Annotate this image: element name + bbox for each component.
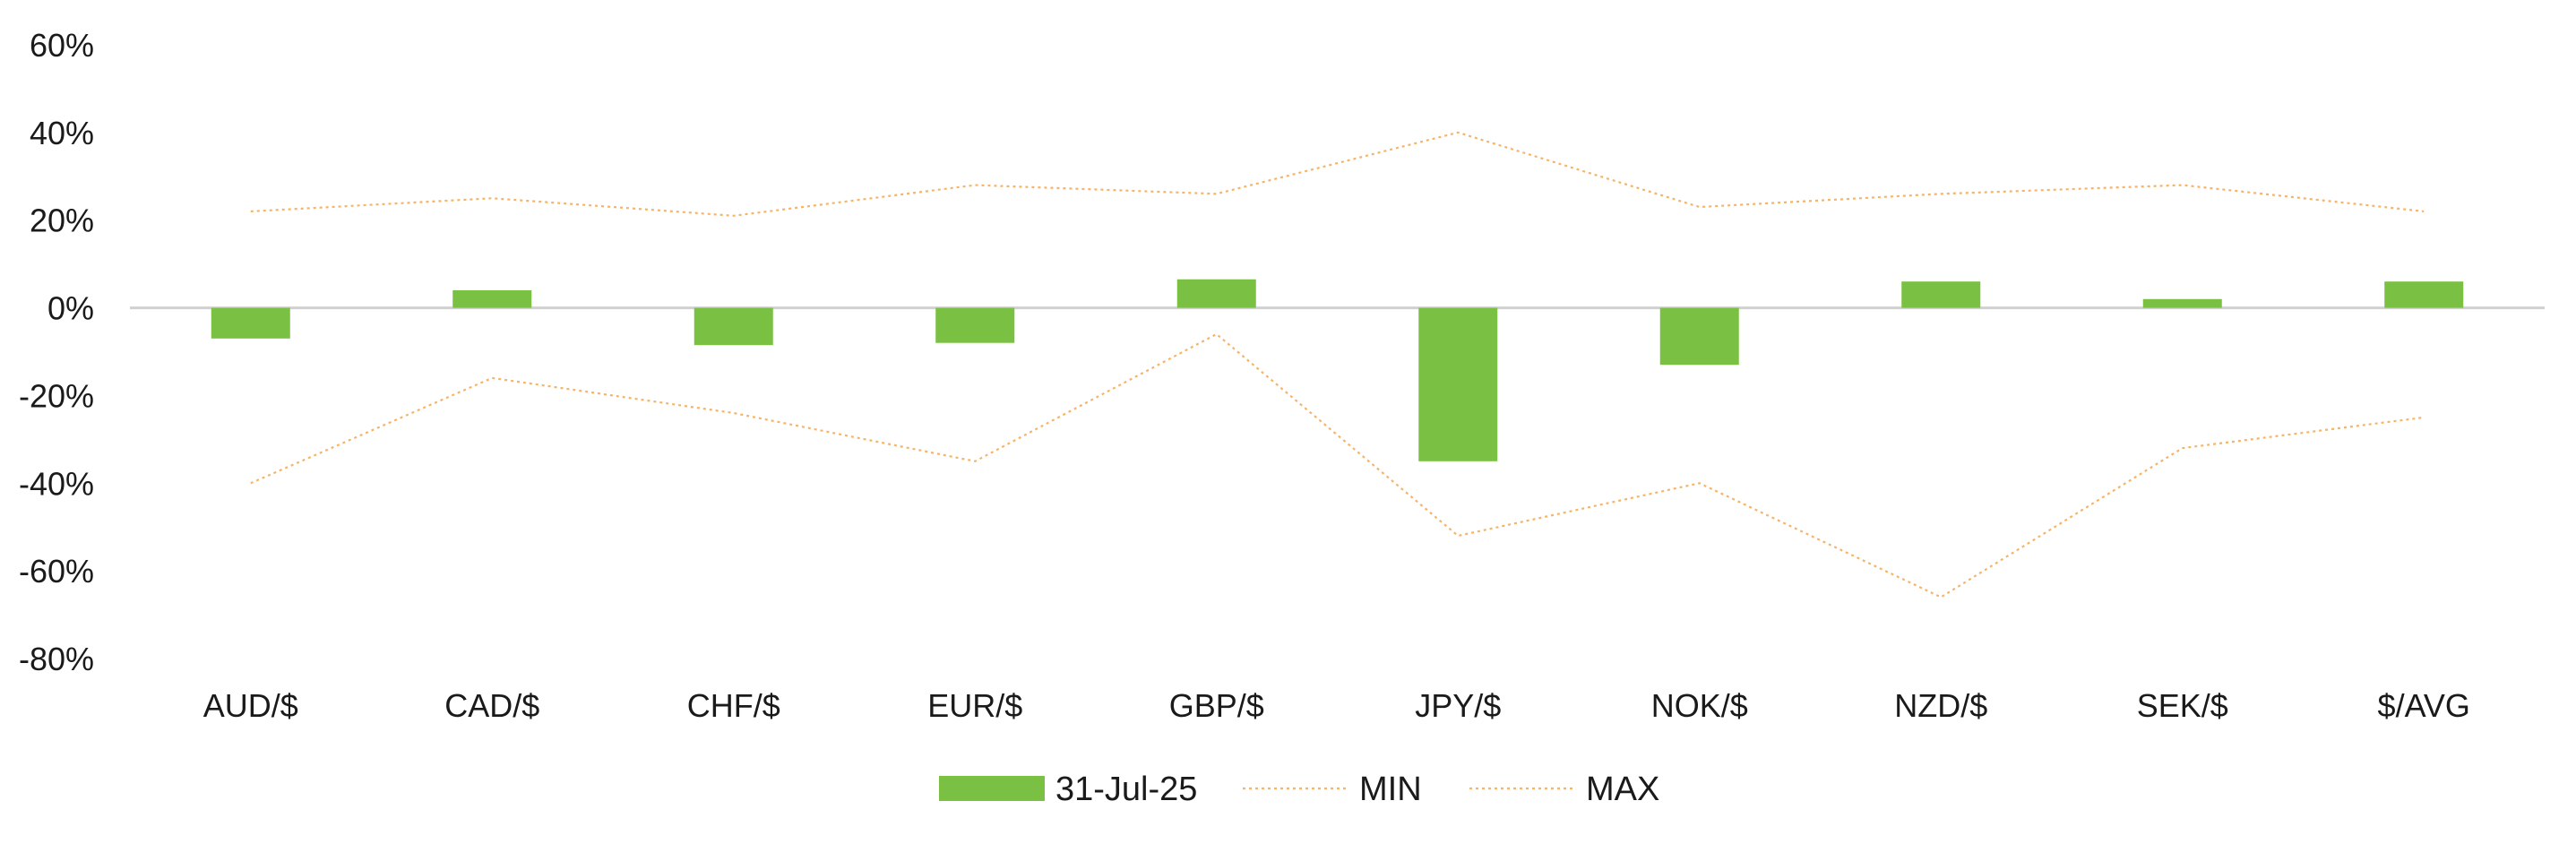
legend-label: MIN (1359, 771, 1422, 808)
x-tick-label: NZD/$ (1894, 687, 1987, 724)
x-tick-label: CHF/$ (687, 687, 780, 724)
bar-$/AVG (2384, 281, 2464, 308)
y-tick-label: 0% (47, 290, 94, 327)
bar-NZD/$ (1901, 281, 1981, 308)
bar-EUR/$ (935, 307, 1015, 343)
y-tick-label: 20% (30, 202, 94, 239)
x-tick-label: CAD/$ (444, 687, 539, 724)
x-tick-label: AUD/$ (203, 687, 298, 724)
line-series (250, 131, 2425, 599)
x-tick-label: JPY/$ (1415, 687, 1501, 724)
legend-swatch-bar (939, 776, 1045, 801)
legend: 31-Jul-25 MIN MAX (939, 771, 1659, 808)
bar-SEK/$ (2142, 298, 2222, 308)
bar-GBP/$ (1176, 279, 1256, 308)
bar-NOK/$ (1659, 307, 1739, 366)
y-axis: 60% 40% 20% 0% -20% -40% -60% -80% (19, 27, 94, 677)
x-tick-label: GBP/$ (1169, 687, 1264, 724)
legend-label: 31-Jul-25 (1055, 771, 1197, 808)
line-max (250, 131, 2425, 217)
bar-JPY/$ (1418, 307, 1498, 461)
bar-AUD/$ (211, 307, 290, 339)
y-tick-label: -20% (19, 377, 94, 414)
bar-series (211, 279, 2464, 461)
y-tick-label: -80% (19, 641, 94, 677)
x-tick-label: SEK/$ (2137, 687, 2228, 724)
y-tick-label: 60% (30, 27, 94, 64)
y-tick-label: -40% (19, 465, 94, 502)
bar-CAD/$ (452, 290, 532, 308)
x-tick-label: $/AVG (2378, 687, 2470, 724)
x-axis: AUD/$ CAD/$ CHF/$ EUR/$ GBP/$ JPY/$ NOK/$ NZD/$… (203, 687, 2470, 724)
line-min (250, 332, 2425, 599)
legend-label: MAX (1586, 771, 1659, 808)
y-tick-label: -60% (19, 553, 94, 590)
x-tick-label: NOK/$ (1651, 687, 1748, 724)
x-tick-label: EUR/$ (927, 687, 1022, 724)
bar-CHF/$ (694, 307, 773, 346)
y-tick-label: 40% (30, 115, 94, 151)
